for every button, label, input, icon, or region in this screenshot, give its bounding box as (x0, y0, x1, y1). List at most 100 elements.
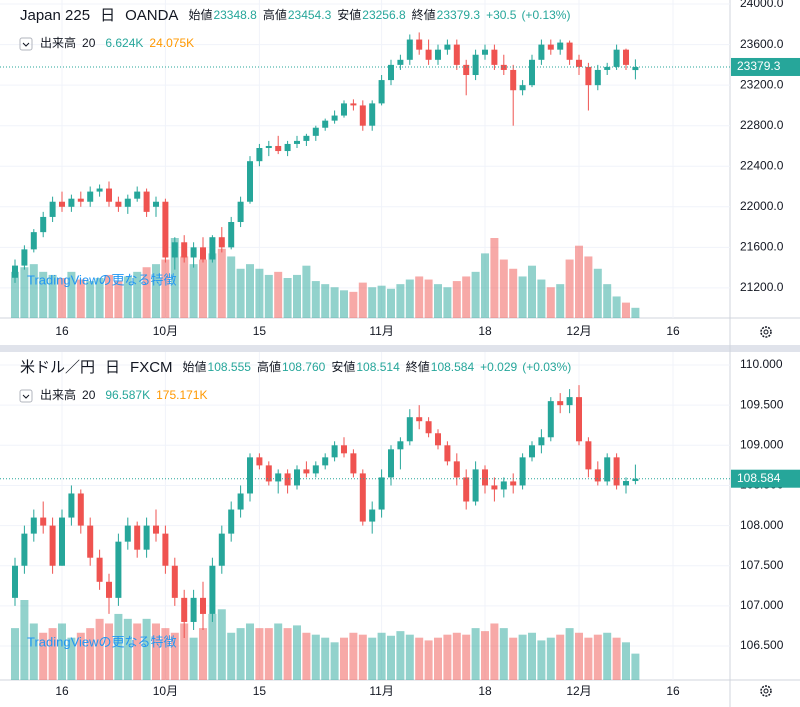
volume-bar (565, 628, 574, 680)
candle-body (538, 437, 545, 446)
legend-text: +0.029 (480, 360, 517, 374)
candle-body (510, 69, 517, 91)
candle-body (303, 135, 310, 141)
volume-bar (39, 271, 48, 318)
y-tick-label: 108.000 (740, 518, 784, 532)
candle-body (623, 49, 629, 65)
candle-body (613, 457, 620, 486)
candle-body (406, 417, 413, 442)
volume-bar (133, 271, 142, 318)
volume-bar (142, 267, 151, 318)
candle-body (331, 445, 338, 458)
legend-text: 出来高 (40, 387, 76, 402)
candle-body (106, 581, 112, 598)
volume-bar (387, 635, 395, 680)
volume-bar (180, 256, 189, 318)
candle-body (594, 69, 601, 86)
volume-bar (170, 632, 179, 680)
volume-bar (274, 271, 283, 318)
y-tick-label: 23600.0 (740, 37, 784, 51)
watermark: TradingViewの更なる特徴 (27, 272, 177, 287)
legend-text: Japan 225 (20, 7, 90, 24)
volume-bar (67, 637, 76, 680)
y-tick-label: 110.000 (740, 357, 783, 371)
candle-body (115, 201, 122, 207)
candle-body (218, 533, 225, 566)
y-tick-label: 24000.0 (740, 0, 784, 10)
candle-body (96, 557, 103, 582)
volume-bar (612, 296, 621, 318)
volume-bar (11, 628, 19, 680)
volume-bar (321, 284, 330, 318)
candle-body (350, 103, 357, 106)
volume-bar (499, 259, 508, 318)
candle-body (162, 533, 169, 566)
legend-text: 安値 (337, 7, 361, 22)
x-tick-label: 16 (666, 684, 680, 698)
volume-bar (452, 281, 461, 318)
candle-body (566, 42, 573, 60)
candle-body (143, 525, 150, 550)
candle-body (472, 469, 479, 502)
candle-body (613, 49, 620, 67)
collapse-button (22, 42, 30, 47)
volume-bar (199, 259, 207, 318)
legend-text: 20 (82, 36, 96, 50)
volume-bar (227, 632, 236, 680)
volume-bar (546, 287, 555, 318)
candle-body (228, 509, 235, 534)
volume-bar (471, 628, 480, 680)
volume-bar (293, 625, 301, 680)
volume-bar (593, 634, 602, 680)
x-tick-label: 16 (55, 324, 69, 338)
volume-bar (415, 276, 424, 318)
volume-bar (537, 279, 546, 318)
candle-body (59, 201, 65, 207)
candle-body (566, 397, 573, 406)
candle-body (576, 397, 582, 442)
legend-text: 日 (105, 359, 120, 376)
y-tick-label: 107.000 (740, 598, 784, 612)
volume-bar (556, 634, 565, 680)
watermark: TradingViewの更なる特徴 (27, 634, 177, 649)
volume-bar (142, 618, 151, 680)
candle-body (275, 473, 282, 482)
candle-body (482, 469, 488, 486)
candle-body (547, 401, 554, 438)
legend-text: 108.760 (282, 360, 326, 374)
legend-text: 108.514 (356, 360, 400, 374)
candle-body (350, 453, 357, 474)
volume-bar (208, 253, 217, 318)
volume-bar (189, 637, 198, 680)
y-tick-label: 22800.0 (740, 118, 784, 132)
volume-bar (255, 628, 264, 680)
volume-bar (76, 279, 85, 318)
volume-bar (424, 279, 433, 318)
x-tick-label: 10月 (153, 684, 178, 698)
x-tick-label: 10月 (153, 324, 178, 338)
volume-bar (584, 256, 593, 318)
volume-bar (434, 284, 442, 318)
settings-icon[interactable] (760, 326, 772, 338)
candle-body (237, 493, 244, 510)
last-price-box (731, 469, 800, 488)
volume-bar (11, 271, 19, 318)
candle-body (463, 477, 470, 502)
volume-bar (434, 637, 442, 680)
legend-text: (+0.03%) (522, 360, 571, 374)
volume-bar (67, 271, 76, 318)
candle-body (388, 449, 394, 478)
volume-bar (29, 623, 38, 680)
candle-body (87, 191, 94, 202)
candle-body (435, 433, 441, 446)
candle-body (124, 198, 131, 207)
legend-text: 175.171K (156, 388, 207, 402)
volume-bar (462, 634, 471, 680)
legend-text: 108.555 (208, 360, 252, 374)
volume-bar (283, 278, 292, 318)
settings-icon[interactable] (760, 685, 772, 697)
candle-body (463, 64, 470, 76)
legend-text: 出来高 (40, 35, 76, 50)
candle-body (284, 143, 291, 152)
volume-bar (86, 628, 95, 680)
